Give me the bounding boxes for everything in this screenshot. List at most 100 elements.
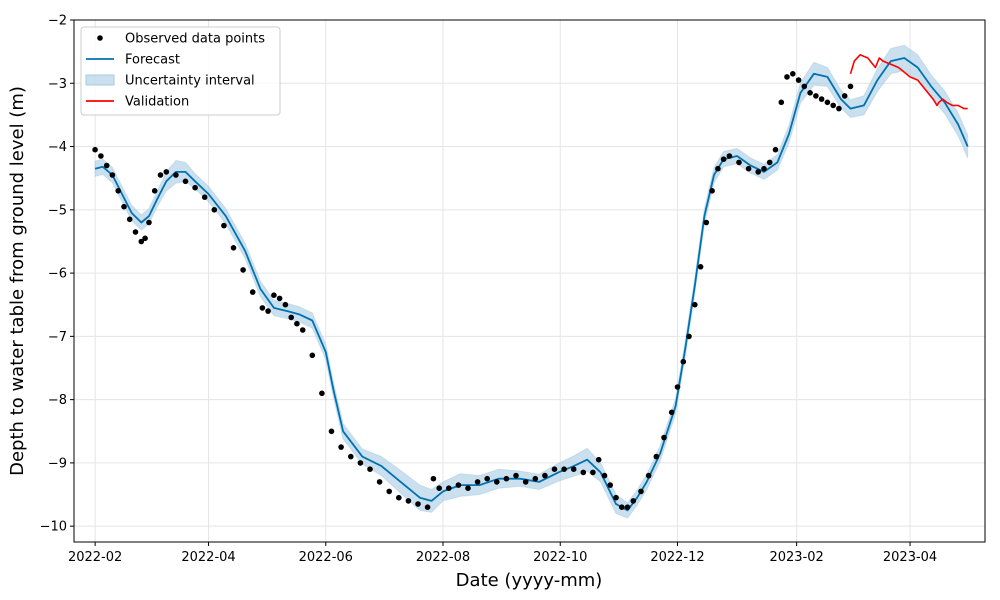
observed-data-point xyxy=(142,235,148,242)
observed-data-point xyxy=(192,184,198,191)
observed-data-point xyxy=(830,102,836,109)
observed-data-point xyxy=(474,479,481,485)
axis-ticks: 2022-02 2022-04 2022-06 2022-08 2022-10 2022-… xyxy=(40,14,938,566)
observed-data-point xyxy=(396,494,402,501)
x-tick-label: 2022-10 xyxy=(533,550,587,565)
observed-data-point xyxy=(668,409,675,416)
observed-data-point xyxy=(703,219,710,226)
observed-data-point xyxy=(561,466,567,473)
observed-data-point xyxy=(294,320,300,327)
x-tick-label: 2023-02 xyxy=(769,550,823,565)
observed-data-point xyxy=(778,99,785,106)
legend-label: Forecast xyxy=(125,53,180,68)
observed-data-point xyxy=(513,472,519,479)
validation-line-group xyxy=(849,53,968,110)
observed-data-point xyxy=(697,264,704,270)
observed-data-point xyxy=(601,472,608,479)
legend: Observed data points Forecast Uncertainty … xyxy=(80,26,281,116)
observed-data-point xyxy=(163,169,170,175)
observed-data-point xyxy=(436,485,443,492)
observed-data-point xyxy=(542,472,548,479)
observed-points-group xyxy=(92,71,854,511)
y-tick-label: −5 xyxy=(48,203,67,218)
observed-data-point xyxy=(367,466,373,473)
observed-data-point xyxy=(736,159,742,166)
observed-data-point xyxy=(424,504,431,511)
observed-data-point xyxy=(299,327,306,333)
x-tick-label: 2022-04 xyxy=(181,550,235,565)
observed-data-point xyxy=(801,83,808,90)
observed-data-point xyxy=(494,479,500,485)
observed-data-point xyxy=(173,172,179,178)
observed-data-point xyxy=(613,494,619,501)
observed-data-point xyxy=(692,301,698,308)
observed-data-point xyxy=(328,428,335,435)
observed-data-point xyxy=(755,169,761,175)
observed-data-point xyxy=(282,301,289,308)
y-tick-label: −9 xyxy=(48,456,67,471)
observed-data-point xyxy=(551,466,558,473)
observed-data-point xyxy=(590,469,596,476)
observed-data-point xyxy=(230,245,237,251)
legend-label: Observed data points xyxy=(125,32,265,47)
observed-data-point xyxy=(221,222,227,229)
observed-data-point xyxy=(761,165,767,172)
observed-data-point xyxy=(357,460,364,466)
x-tick-label: 2022-12 xyxy=(650,550,704,565)
observed-data-point xyxy=(115,188,121,194)
observed-data-point xyxy=(182,178,189,185)
y-axis-title: Depth to water table from ground level (… xyxy=(7,86,28,476)
observed-data-point xyxy=(132,229,139,235)
legend-swatch-uncertainty xyxy=(85,74,115,86)
observed-data-point xyxy=(146,219,152,226)
observed-data-point xyxy=(607,482,613,488)
y-tick-label: −6 xyxy=(48,267,67,282)
observed-data-point xyxy=(249,289,256,295)
observed-data-point xyxy=(430,475,437,482)
observed-data-point xyxy=(836,105,842,112)
observed-data-point xyxy=(151,188,158,194)
observed-data-point xyxy=(624,504,631,511)
forecast-line xyxy=(94,57,969,512)
uncertainty-band xyxy=(94,44,969,519)
validation-line xyxy=(849,53,968,110)
observed-data-point xyxy=(715,165,721,172)
observed-data-point xyxy=(522,479,529,485)
legend-box xyxy=(80,26,281,116)
observed-data-point xyxy=(653,453,660,460)
observed-data-point xyxy=(580,469,587,476)
observed-data-point xyxy=(98,153,104,159)
y-tick-label: −4 xyxy=(48,140,67,155)
observed-data-point xyxy=(484,475,491,482)
observed-data-point xyxy=(405,498,412,504)
observed-data-point xyxy=(259,305,266,311)
x-tick-label: 2022-08 xyxy=(416,550,470,565)
observed-data-point xyxy=(121,203,127,210)
y-tick-label: −10 xyxy=(40,520,67,535)
observed-data-point xyxy=(772,146,779,153)
observed-data-point xyxy=(570,466,577,473)
observed-data-point xyxy=(376,479,383,485)
observed-data-point xyxy=(824,99,831,106)
observed-data-point xyxy=(446,485,452,492)
observed-data-point xyxy=(795,77,802,83)
observed-data-point xyxy=(109,172,116,178)
observed-data-point xyxy=(211,207,218,213)
observed-data-point xyxy=(595,456,602,463)
forecast-line-group xyxy=(94,57,969,512)
x-tick-label: 2022-02 xyxy=(68,550,122,565)
observed-data-point xyxy=(720,156,727,162)
observed-data-point xyxy=(240,267,246,273)
observed-data-point xyxy=(465,485,471,492)
observed-data-point xyxy=(645,472,652,479)
observed-data-point xyxy=(276,295,283,302)
observed-data-point xyxy=(201,194,208,200)
plot-frame xyxy=(73,19,986,543)
observed-data-point xyxy=(847,83,854,90)
y-tick-label: −2 xyxy=(48,14,67,29)
legend-swatch-observed xyxy=(97,35,103,41)
observed-data-point xyxy=(674,384,681,390)
observed-data-point xyxy=(630,498,637,504)
observed-data-point xyxy=(288,314,295,321)
